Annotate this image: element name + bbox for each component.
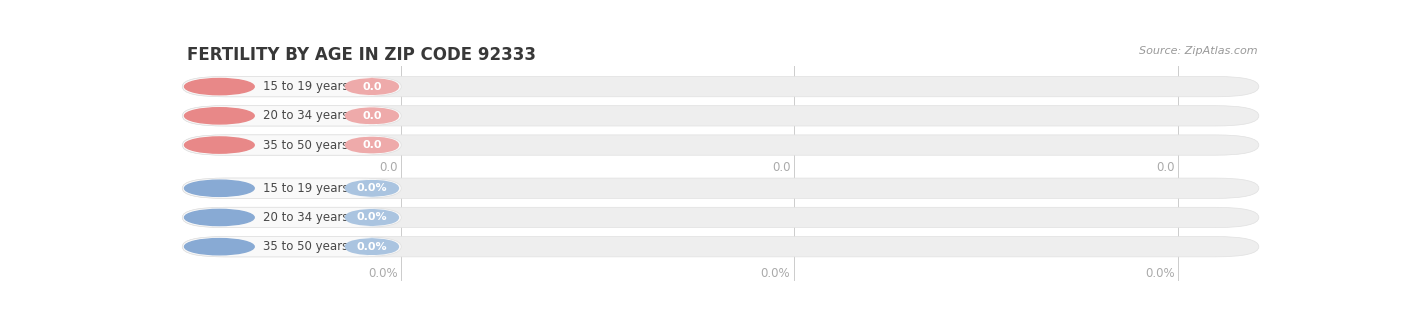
FancyBboxPatch shape xyxy=(344,179,399,197)
Text: 0.0%: 0.0% xyxy=(357,183,387,193)
Circle shape xyxy=(184,239,254,255)
FancyBboxPatch shape xyxy=(183,77,1258,97)
Text: FERTILITY BY AGE IN ZIP CODE 92333: FERTILITY BY AGE IN ZIP CODE 92333 xyxy=(187,46,536,64)
Text: 0.0: 0.0 xyxy=(1157,161,1175,175)
FancyBboxPatch shape xyxy=(344,107,399,125)
Circle shape xyxy=(184,137,254,153)
Text: 0.0%: 0.0% xyxy=(761,267,790,280)
FancyBboxPatch shape xyxy=(183,207,1258,228)
Text: 35 to 50 years: 35 to 50 years xyxy=(263,139,349,151)
Text: 15 to 19 years: 15 to 19 years xyxy=(263,80,349,93)
Text: 0.0%: 0.0% xyxy=(357,242,387,252)
Circle shape xyxy=(184,108,254,124)
Text: 20 to 34 years: 20 to 34 years xyxy=(263,109,349,122)
FancyBboxPatch shape xyxy=(183,77,401,97)
FancyBboxPatch shape xyxy=(183,237,401,257)
Text: 0.0: 0.0 xyxy=(363,82,381,92)
FancyBboxPatch shape xyxy=(344,136,399,154)
FancyBboxPatch shape xyxy=(183,106,1258,126)
Text: 0.0: 0.0 xyxy=(772,161,790,175)
FancyBboxPatch shape xyxy=(183,237,1258,257)
Text: 0.0: 0.0 xyxy=(363,111,381,121)
Text: Source: ZipAtlas.com: Source: ZipAtlas.com xyxy=(1139,46,1258,56)
FancyBboxPatch shape xyxy=(183,106,401,126)
Text: 15 to 19 years: 15 to 19 years xyxy=(263,182,349,195)
FancyBboxPatch shape xyxy=(344,78,399,96)
FancyBboxPatch shape xyxy=(183,135,1258,155)
FancyBboxPatch shape xyxy=(183,178,401,198)
FancyBboxPatch shape xyxy=(344,238,399,256)
Text: 0.0%: 0.0% xyxy=(357,213,387,222)
FancyBboxPatch shape xyxy=(183,178,1258,198)
Circle shape xyxy=(184,79,254,95)
Text: 35 to 50 years: 35 to 50 years xyxy=(263,240,349,253)
Text: 0.0%: 0.0% xyxy=(1146,267,1175,280)
FancyBboxPatch shape xyxy=(344,209,399,226)
Circle shape xyxy=(184,209,254,226)
Text: 20 to 34 years: 20 to 34 years xyxy=(263,211,349,224)
Circle shape xyxy=(184,180,254,196)
Text: 0.0: 0.0 xyxy=(380,161,398,175)
Text: 0.0%: 0.0% xyxy=(368,267,398,280)
Text: 0.0: 0.0 xyxy=(363,140,381,150)
FancyBboxPatch shape xyxy=(183,135,401,155)
FancyBboxPatch shape xyxy=(183,207,401,228)
